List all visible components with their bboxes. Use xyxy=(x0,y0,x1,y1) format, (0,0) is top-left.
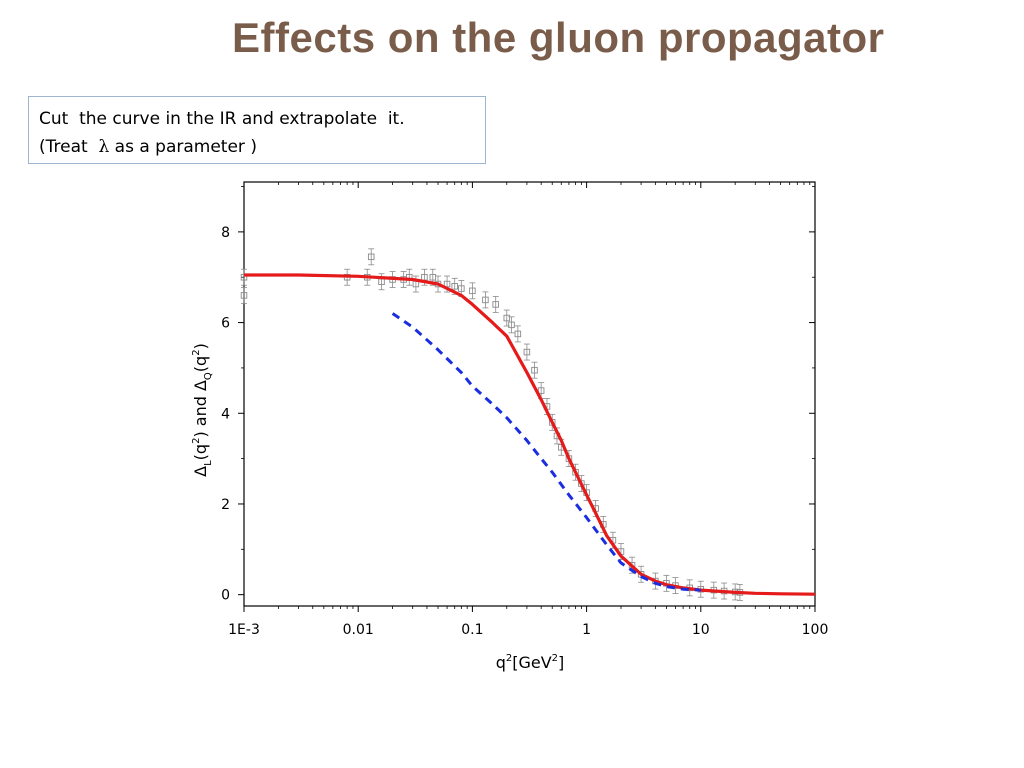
x-tick-label-4: 10 xyxy=(692,622,710,638)
data-point xyxy=(458,285,465,292)
data-point xyxy=(240,292,248,299)
x-tick-label-3: 1 xyxy=(582,622,591,638)
data-point xyxy=(537,387,545,394)
data-point xyxy=(508,321,515,329)
data-point xyxy=(451,283,458,290)
data-point xyxy=(523,348,531,356)
y-tick-label-3: 6 xyxy=(221,316,230,332)
data-point xyxy=(531,366,538,374)
note-line-1: Cut the curve in the IR and extrapolate … xyxy=(39,109,405,129)
data-point xyxy=(429,273,437,281)
y-tick-label-4: 8 xyxy=(221,225,230,241)
lambda-symbol: λ xyxy=(98,137,110,157)
note-box: Cut the curve in the IR and extrapolate … xyxy=(28,96,486,164)
y-tick-label-0: 0 xyxy=(221,588,230,604)
x-tick-label-0: 1E-3 xyxy=(228,622,260,638)
note-line-2-post: as a parameter ) xyxy=(109,137,257,157)
plot-layer: 1E-3 0.01 0.1 1 10 100 0 2 4 6 8 xyxy=(221,181,829,638)
data-point xyxy=(482,296,489,304)
x-tick-label-5: 100 xyxy=(802,622,829,638)
data-point xyxy=(514,330,522,338)
y-tick-label-1: 2 xyxy=(221,497,230,513)
data-point xyxy=(492,301,499,308)
x-axis-label: q2[GeV2] xyxy=(496,653,565,672)
note-line-2-pre: (Treat xyxy=(39,137,99,157)
fit-curve xyxy=(244,273,816,596)
x-tick-label-1: 0.01 xyxy=(343,622,374,638)
data-point xyxy=(367,253,375,261)
note-line-2: (Treat λ as a parameter ) xyxy=(39,133,475,161)
data-point xyxy=(469,287,476,295)
slide-title: Effects on the gluon propagator xyxy=(232,14,885,61)
y-axis-label: ΔL(q2) and ΔQ(q2) xyxy=(191,343,214,477)
data-point xyxy=(503,314,511,322)
dashed-curve xyxy=(391,312,701,592)
plot-frame xyxy=(243,181,816,607)
x-tick-label-2: 0.1 xyxy=(461,622,483,638)
y-tick-label-2: 4 xyxy=(221,406,230,422)
